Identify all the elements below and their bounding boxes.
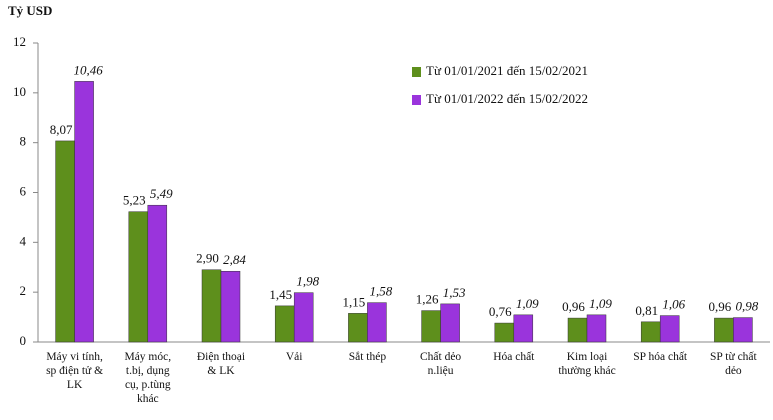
- bar: [74, 81, 94, 343]
- bar: [274, 305, 295, 343]
- x-tick-label: SP hóa chất: [633, 351, 688, 363]
- value-label: 1,15: [343, 294, 366, 309]
- x-tick-label: Chất dẻo n.liệu: [419, 351, 462, 377]
- value-label: 0,76: [489, 304, 512, 319]
- value-label: 1,26: [416, 292, 439, 307]
- bar: [348, 313, 368, 343]
- value-label: 1,06: [662, 297, 685, 312]
- value-label: 5,23: [123, 193, 146, 208]
- x-tick-label: Sắt thép: [348, 351, 387, 363]
- value-label: 2,90: [196, 251, 219, 266]
- bar: [201, 269, 222, 343]
- bar: [567, 317, 588, 343]
- bar: [733, 317, 753, 343]
- bar: [659, 315, 680, 343]
- y-tick-label: 2: [20, 283, 27, 298]
- y-tick-label: 6: [20, 183, 27, 198]
- bar: [293, 292, 314, 343]
- value-label: 0,81: [635, 303, 658, 318]
- x-tick-label: Máy móc, t.bị, dụng cụ, p.tùng khác: [124, 351, 172, 405]
- value-label: 0,96: [562, 299, 585, 314]
- value-label: 1,58: [370, 284, 393, 299]
- bar: [494, 322, 515, 343]
- bar: [55, 140, 75, 343]
- value-label: 10,46: [73, 62, 103, 77]
- value-label: 1,98: [296, 274, 319, 289]
- bar: [714, 317, 734, 343]
- value-label: 8,07: [50, 122, 73, 137]
- value-label: 5,49: [150, 186, 173, 201]
- value-label: 0,96: [709, 299, 732, 314]
- value-label: 1,09: [516, 296, 539, 311]
- x-tick-label: Kim loại thường khác: [558, 351, 616, 377]
- value-label: 1,53: [443, 285, 466, 300]
- legend-swatch: [412, 67, 421, 77]
- value-label: 2,84: [223, 252, 246, 267]
- y-axis-label: Tỷ USD: [8, 3, 52, 18]
- x-tick-label: SP từ chất dẻo: [710, 351, 757, 377]
- bar: [586, 314, 607, 343]
- bar: [421, 310, 441, 343]
- bar: [640, 321, 661, 343]
- bar: [220, 270, 241, 343]
- value-label: 1,09: [589, 296, 612, 311]
- x-tick-label: Vải: [285, 351, 303, 363]
- bar: [128, 211, 149, 343]
- x-tick-label: Điện thoại & LK: [196, 351, 246, 377]
- x-tick-label: Hóa chất: [493, 351, 535, 363]
- y-tick-label: 0: [20, 333, 27, 348]
- value-label: 0,98: [736, 299, 759, 314]
- bar: [367, 302, 387, 343]
- value-label: 1,45: [269, 287, 292, 302]
- x-tick-label: Máy vi tính, sp điện tử & LK: [46, 351, 104, 391]
- legend-swatch: [412, 95, 421, 105]
- y-tick-label: 10: [13, 84, 26, 99]
- bar: [440, 303, 460, 343]
- y-tick-label: 12: [13, 34, 26, 49]
- y-tick-label: 8: [20, 134, 27, 149]
- bar: [147, 204, 168, 343]
- legend-label: Từ 01/01/2021 đến 15/02/2021: [426, 63, 588, 78]
- bar: [513, 314, 534, 343]
- y-tick-label: 4: [20, 233, 27, 248]
- legend-label: Từ 01/01/2022 đến 15/02/2022: [426, 91, 588, 106]
